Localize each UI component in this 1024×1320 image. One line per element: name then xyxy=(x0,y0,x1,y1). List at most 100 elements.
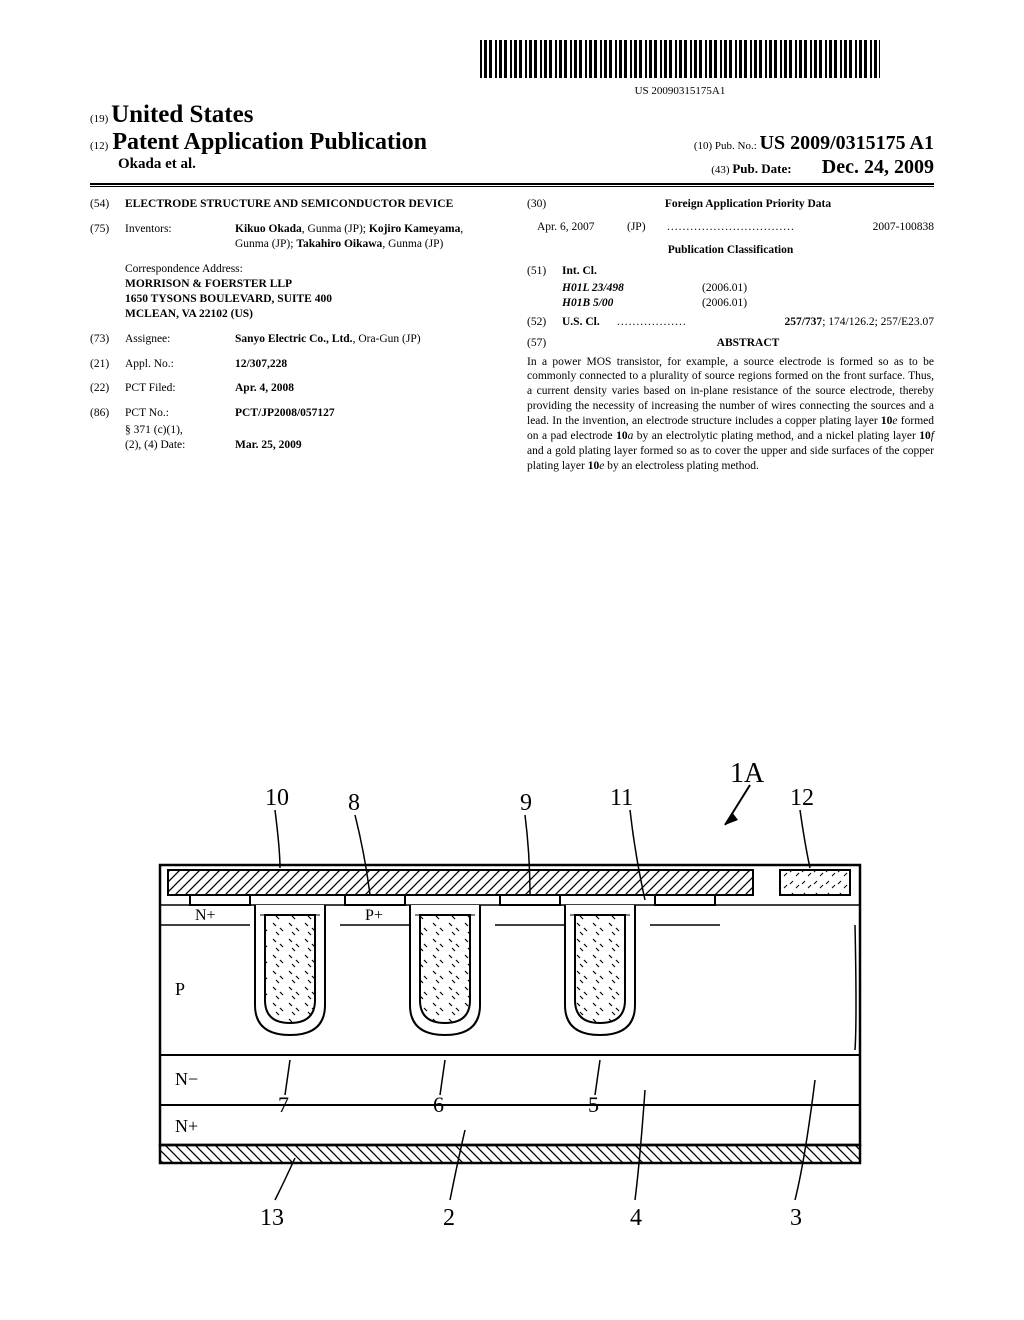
barcode-graphic xyxy=(480,40,880,78)
intcl-row-1: H01L 23/498 (2006.01) xyxy=(562,281,934,296)
priority-entry: Apr. 6, 2007 (JP) ......................… xyxy=(537,220,934,235)
label-12: 12 xyxy=(790,785,814,811)
label-5: 5 xyxy=(588,1092,599,1117)
code-22: (22) xyxy=(90,381,125,396)
document-header: (19) United States (12) Patent Applicati… xyxy=(90,101,934,179)
right-column: (30) Foreign Application Priority Data A… xyxy=(527,197,934,474)
assignee-loc: , Ora-Gun (JP) xyxy=(353,333,421,345)
invention-title: ELECTRODE STRUCTURE AND SEMICONDUCTOR DE… xyxy=(125,197,497,212)
correspondence-block: Correspondence Address: MORRISON & FOERS… xyxy=(125,262,497,322)
pct-371-date-value: Mar. 25, 2009 xyxy=(235,438,302,453)
classification-title: Publication Classification xyxy=(527,243,934,258)
field-73-assignee: (73) Assignee: Sanyo Electric Co., Ltd.,… xyxy=(90,332,497,347)
code-51: (51) xyxy=(527,264,562,279)
priority-date: Apr. 6, 2007 xyxy=(537,220,627,235)
label-4: 4 xyxy=(630,1205,642,1231)
pubno-label: Pub. No.: xyxy=(715,140,757,152)
field-30-priority: (30) Foreign Application Priority Data xyxy=(527,197,934,212)
label-1a: 1A xyxy=(730,760,765,789)
field-75-inventors: (75) Inventors: Kikuo Okada, Gunma (JP);… xyxy=(90,222,497,252)
pubdate-label: Pub. Date: xyxy=(732,161,791,176)
uscl-dots: .................. xyxy=(617,315,784,330)
inventors-value: Kikuo Okada, Gunma (JP); Kojiro Kameyama… xyxy=(235,222,497,252)
abstract-title: ABSTRACT xyxy=(562,336,934,351)
inventor-1-loc: , Gunma (JP); xyxy=(302,223,369,235)
header-line-pubtype: (12) Patent Application Publication (10)… xyxy=(90,129,934,156)
intcl-label: Int. Cl. xyxy=(562,264,597,279)
label-p: P xyxy=(175,979,185,999)
field-21-applno: (21) Appl. No.: 12/307,228 xyxy=(90,357,497,372)
left-column: (54) ELECTRODE STRUCTURE AND SEMICONDUCT… xyxy=(90,197,497,474)
correspondence-line-3: MCLEAN, VA 22102 (US) xyxy=(125,307,497,322)
correspondence-line-2: 1650 TYSONS BOULEVARD, SUITE 400 xyxy=(125,292,497,307)
pubdate-value: Dec. 24, 2009 xyxy=(822,156,934,178)
label-3: 3 xyxy=(790,1205,802,1231)
pct-371-line2: (2), (4) Date: Mar. 25, 2009 xyxy=(125,438,497,453)
pctno-label: PCT No.: xyxy=(125,406,235,421)
inventor-2: Kojiro Kameyama xyxy=(369,223,460,235)
code-10: (10) xyxy=(694,140,712,152)
pubtype-text: Patent Application Publication xyxy=(112,129,427,155)
code-21: (21) xyxy=(90,357,125,372)
inventor-3: Takahiro Oikawa xyxy=(296,238,382,250)
inventor-3-loc: , Gunma (JP) xyxy=(382,238,443,250)
inventors-label: Inventors: xyxy=(125,222,235,252)
label-nplus-bot: N+ xyxy=(175,1116,198,1136)
page-container: US 20090315175A1 (19) United States (12)… xyxy=(0,0,1024,514)
applno-label: Appl. No.: xyxy=(125,357,235,372)
applno-value: 12/307,228 xyxy=(235,357,497,372)
field-86-pctno: (86) PCT No.: PCT/JP2008/057127 xyxy=(90,406,497,421)
code-52: (52) xyxy=(527,315,562,330)
barcode-block: US 20090315175A1 xyxy=(470,40,890,97)
label-2: 2 xyxy=(443,1205,455,1231)
code-12: (12) xyxy=(90,140,108,152)
priority-number: 2007-100838 xyxy=(873,220,934,235)
pubtype-left: (12) Patent Application Publication xyxy=(90,129,427,156)
intcl-ver-2: (2006.01) xyxy=(702,296,747,311)
pubdate-block: (43) Pub. Date: Dec. 24, 2009 xyxy=(711,156,934,179)
pctfiled-label: PCT Filed: xyxy=(125,381,235,396)
pubno-block: (10) Pub. No.: US 2009/0315175 A1 xyxy=(694,132,934,155)
header-line-country: (19) United States xyxy=(90,101,934,129)
authors-block: Okada et al. xyxy=(90,156,196,179)
country-name: United States xyxy=(111,101,253,128)
assignee-label: Assignee: xyxy=(125,332,235,347)
uscl-value: 257/737; 174/126.2; 257/E23.07 xyxy=(784,315,934,330)
trench-1 xyxy=(255,905,325,1035)
code-75: (75) xyxy=(90,222,125,252)
label-6: 6 xyxy=(433,1092,444,1117)
trench-3 xyxy=(565,905,635,1035)
correspondence-line-1: MORRISON & FOERSTER LLP xyxy=(125,277,497,292)
bibliographic-columns: (54) ELECTRODE STRUCTURE AND SEMICONDUCT… xyxy=(90,197,934,474)
intcl-ver-1: (2006.01) xyxy=(702,281,747,296)
pct-371-block: § 371 (c)(1), (2), (4) Date: Mar. 25, 20… xyxy=(125,423,497,453)
field-51-intcl: (51) Int. Cl. xyxy=(527,264,934,279)
label-pplus: P+ xyxy=(365,907,383,924)
label-10: 10 xyxy=(265,785,289,811)
patent-figure: N+ P+ P N− N+ 10 8 9 11 1A 12 7 6 5 xyxy=(110,760,910,1260)
code-54: (54) xyxy=(90,197,125,212)
pct-371-date-label: (2), (4) Date: xyxy=(125,438,235,453)
pct-371-line1: § 371 (c)(1), xyxy=(125,423,497,438)
priority-dots: ................................. xyxy=(667,220,873,235)
uscl-label: U.S. Cl. xyxy=(562,315,617,330)
inventor-1: Kikuo Okada xyxy=(235,223,302,235)
code-30: (30) xyxy=(527,197,562,212)
intcl-row-2: H01B 5/00 (2006.01) xyxy=(562,296,934,311)
code-43: (43) xyxy=(711,164,729,176)
code-57: (57) xyxy=(527,336,562,351)
assignee-value: Sanyo Electric Co., Ltd., Ora-Gun (JP) xyxy=(235,332,497,347)
authors-text: Okada et al. xyxy=(118,156,196,172)
field-57-abstract-hdr: (57) ABSTRACT xyxy=(527,336,934,351)
field-54-title: (54) ELECTRODE STRUCTURE AND SEMICONDUCT… xyxy=(90,197,497,212)
code-73: (73) xyxy=(90,332,125,347)
priority-title: Foreign Application Priority Data xyxy=(562,197,934,212)
pubno-value: US 2009/0315175 A1 xyxy=(760,132,934,154)
abstract-body: In a power MOS transistor, for example, … xyxy=(527,355,934,475)
code-86: (86) xyxy=(90,406,125,421)
header-line-authors: Okada et al. (43) Pub. Date: Dec. 24, 20… xyxy=(90,156,934,179)
pctno-value: PCT/JP2008/057127 xyxy=(235,406,497,421)
barcode-text: US 20090315175A1 xyxy=(470,85,890,97)
header-divider-2 xyxy=(90,186,934,187)
figure-svg: N+ P+ P N− N+ 10 8 9 11 1A 12 7 6 5 xyxy=(110,760,910,1260)
